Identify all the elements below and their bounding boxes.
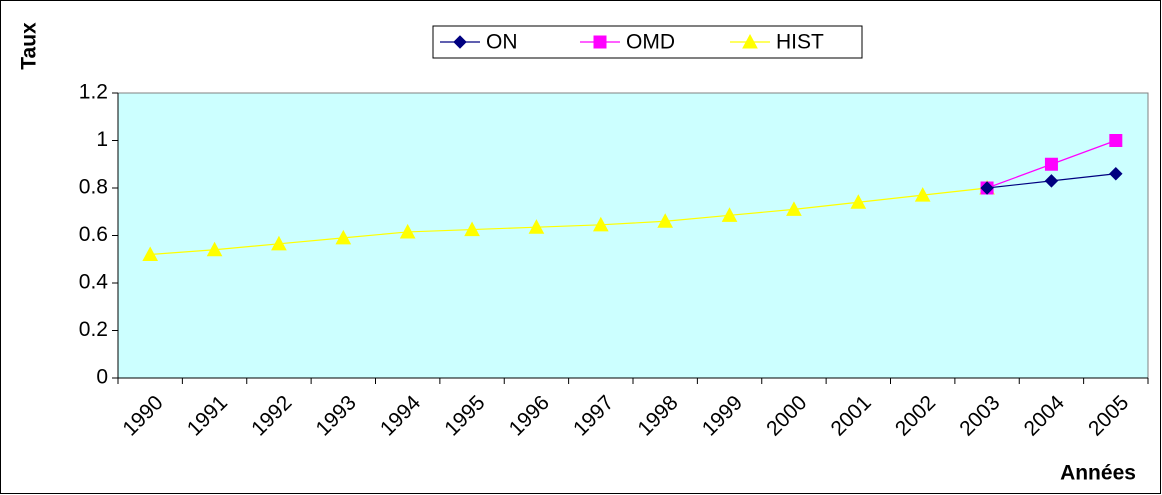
- legend-label: ON: [486, 31, 518, 54]
- data-point: [464, 221, 480, 237]
- data-point: [399, 223, 416, 239]
- y-tick-label: 0.8: [79, 176, 108, 199]
- legend-marker: [742, 33, 758, 49]
- y-axis-label: Taux: [18, 22, 41, 70]
- data-point: [142, 246, 159, 261]
- plot-area: [117, 92, 1149, 379]
- data-point: [1109, 134, 1123, 147]
- y-tick-label: 0.2: [79, 318, 108, 341]
- data-point: [1044, 174, 1059, 188]
- legend-marker: [453, 35, 467, 49]
- data-point: [786, 201, 802, 216]
- y-tick-label: 0: [96, 366, 108, 389]
- data-point: [528, 219, 545, 234]
- y-tick-label: 1.2: [79, 81, 108, 104]
- legend-box: [432, 25, 863, 59]
- legend-label: OMD: [626, 31, 675, 54]
- legend-label: HIST: [776, 31, 824, 54]
- data-point: [657, 213, 674, 228]
- data-point: [206, 241, 223, 257]
- series-line: [150, 187, 988, 256]
- x-axis-label: Années: [1060, 462, 1136, 485]
- legend-marker: [593, 35, 607, 49]
- data-point: [592, 216, 609, 232]
- y-tick-label: 1: [96, 128, 108, 151]
- data-point: [1109, 167, 1123, 181]
- data-point: [980, 181, 994, 195]
- data-point: [914, 187, 931, 202]
- data-point: [721, 207, 738, 222]
- data-point: [335, 229, 352, 245]
- data-point: [1044, 157, 1058, 171]
- data-point: [271, 235, 287, 251]
- y-tick-label: 0.6: [79, 223, 108, 246]
- data-point: [850, 194, 867, 209]
- y-tick-label: 0.4: [79, 271, 109, 294]
